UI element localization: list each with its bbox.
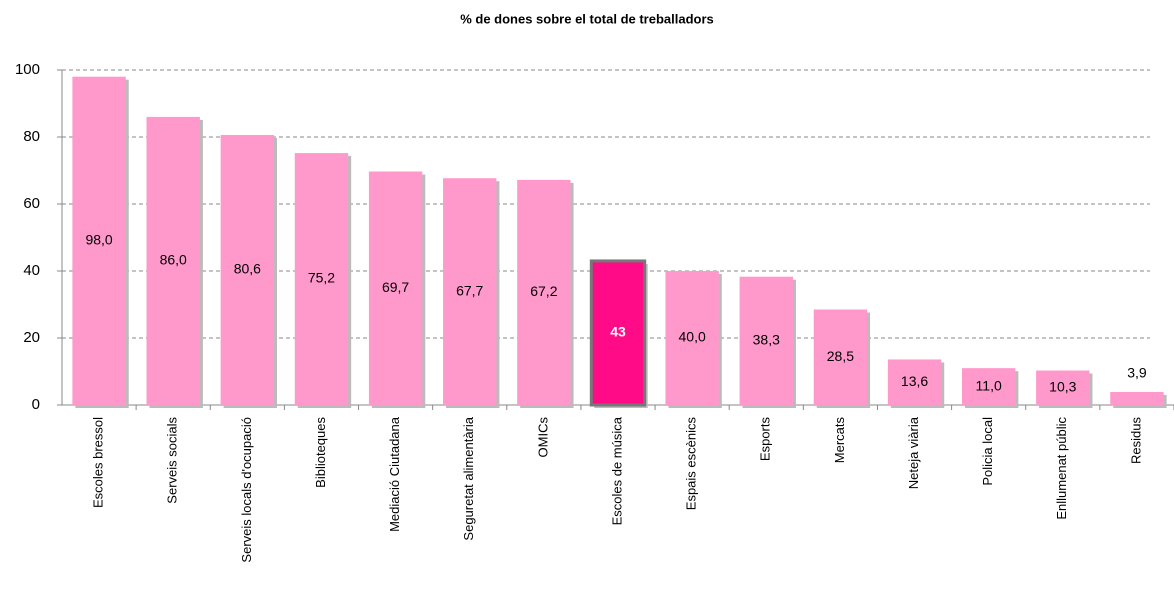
value-label: 75,2 [308, 270, 335, 286]
value-label: 13,6 [901, 373, 928, 389]
x-tick-label: Mediació Ciutadana [387, 416, 402, 532]
x-tick-label: Escoles de música [609, 416, 624, 525]
bar [887, 359, 942, 405]
bar [443, 178, 497, 405]
x-tick-label: Serveis socials [165, 417, 180, 504]
value-label: 10,3 [1049, 378, 1076, 394]
bar [368, 171, 423, 405]
value-label: 38,3 [753, 332, 780, 348]
value-label: 69,7 [382, 279, 409, 295]
value-label: 86,0 [160, 252, 187, 268]
bar [294, 153, 349, 405]
value-label: 40,0 [679, 329, 706, 345]
value-label: 11,0 [976, 377, 1002, 393]
value-label: 80,6 [234, 261, 261, 277]
x-tick-label: Neteja viària [906, 416, 921, 489]
x-tick-label: Serveis locals d'ocupació [239, 417, 254, 563]
value-label: 67,2 [530, 283, 557, 299]
bar [517, 179, 571, 405]
y-tick-label: 20 [23, 329, 40, 346]
bar [1036, 370, 1090, 405]
y-tick-label: 100 [15, 61, 40, 78]
y-tick-label: 40 [23, 262, 40, 279]
value-label: 98,0 [85, 232, 112, 248]
bar [589, 259, 647, 407]
x-tick-label: Espais escènics [684, 417, 699, 511]
bar [961, 368, 1016, 405]
bar [813, 309, 868, 405]
x-tick-label: Enllumenat públic [1054, 417, 1069, 520]
x-tick-label: Biblioteques [313, 417, 328, 488]
bar [739, 276, 793, 405]
x-tick-label: Residus [1128, 417, 1143, 464]
y-tick-label: 60 [23, 195, 40, 212]
bar [72, 76, 126, 405]
bar [146, 116, 200, 406]
bar [665, 271, 719, 405]
value-label: 67,7 [456, 282, 483, 298]
x-tick-label: Seguretat alimentària [461, 416, 476, 540]
x-tick-label: Mercats [832, 417, 847, 464]
y-tick-label: 0 [32, 396, 40, 413]
y-tick-label: 80 [23, 128, 40, 145]
value-label: 43 [610, 324, 626, 340]
x-tick-label: Escoles bressol [91, 417, 106, 508]
chart-title: % de dones sobre el total de treballador… [460, 11, 714, 26]
x-tick-label: Esports [758, 417, 773, 462]
x-tick-label: OMICs [535, 417, 550, 458]
x-tick-label: Policia local [980, 417, 995, 486]
bar [220, 134, 275, 406]
bar [1110, 391, 1164, 405]
value-label: 28,5 [827, 348, 854, 364]
value-label: 3,9 [1127, 365, 1147, 381]
